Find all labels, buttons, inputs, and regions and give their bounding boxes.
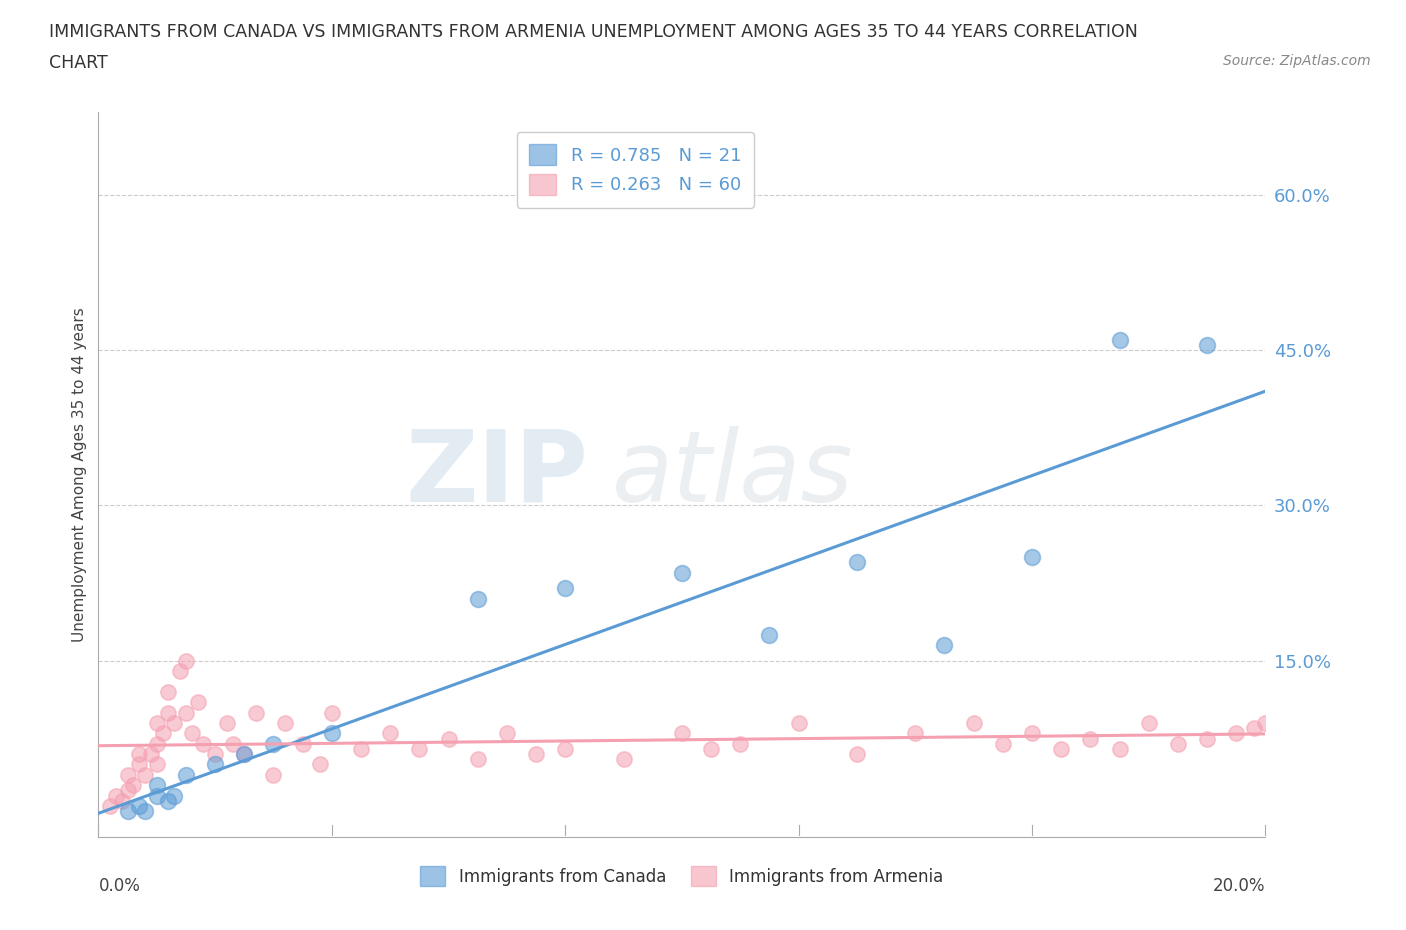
Point xyxy=(524,747,547,762)
Point xyxy=(174,705,197,720)
Point xyxy=(467,751,489,766)
Point xyxy=(1050,741,1073,756)
Point xyxy=(612,751,634,766)
Point xyxy=(1108,741,1130,756)
Point xyxy=(157,793,180,808)
Point xyxy=(274,715,297,730)
Legend: Immigrants from Canada, Immigrants from Armenia: Immigrants from Canada, Immigrants from … xyxy=(412,858,952,894)
Point xyxy=(204,757,226,772)
Point xyxy=(437,731,460,746)
Point xyxy=(180,726,202,741)
Point xyxy=(174,654,197,669)
Point xyxy=(554,581,576,596)
Point xyxy=(904,726,927,741)
Point xyxy=(309,757,332,772)
Point xyxy=(291,737,314,751)
Point xyxy=(187,695,209,710)
Point xyxy=(233,747,256,762)
Point xyxy=(117,804,139,818)
Point xyxy=(215,715,238,730)
Point xyxy=(554,741,576,756)
Point xyxy=(174,767,197,782)
Point xyxy=(117,783,139,798)
Point xyxy=(321,705,343,720)
Point xyxy=(1021,550,1043,565)
Text: Source: ZipAtlas.com: Source: ZipAtlas.com xyxy=(1223,54,1371,68)
Point xyxy=(1225,726,1247,741)
Point xyxy=(233,747,256,762)
Point xyxy=(700,741,723,756)
Text: 0.0%: 0.0% xyxy=(98,877,141,895)
Point xyxy=(846,555,869,570)
Point xyxy=(146,737,169,751)
Point xyxy=(1080,731,1102,746)
Point xyxy=(204,747,226,762)
Point xyxy=(408,741,430,756)
Text: IMMIGRANTS FROM CANADA VS IMMIGRANTS FROM ARMENIA UNEMPLOYMENT AMONG AGES 35 TO : IMMIGRANTS FROM CANADA VS IMMIGRANTS FRO… xyxy=(49,23,1137,41)
Point xyxy=(1254,715,1277,730)
Point xyxy=(245,705,267,720)
Point xyxy=(1137,715,1160,730)
Point xyxy=(1195,338,1218,352)
Point xyxy=(117,767,139,782)
Point xyxy=(193,737,215,751)
Text: ZIP: ZIP xyxy=(406,426,589,523)
Point xyxy=(134,804,156,818)
Point xyxy=(122,777,145,792)
Point xyxy=(1021,726,1043,741)
Point xyxy=(787,715,810,730)
Point xyxy=(991,737,1014,751)
Point xyxy=(146,788,169,803)
Point xyxy=(262,737,284,751)
Point xyxy=(1167,737,1189,751)
Y-axis label: Unemployment Among Ages 35 to 44 years: Unemployment Among Ages 35 to 44 years xyxy=(72,307,87,642)
Point xyxy=(134,767,156,782)
Point xyxy=(152,726,174,741)
Point xyxy=(169,664,191,679)
Point xyxy=(758,628,780,643)
Point xyxy=(111,793,134,808)
Point xyxy=(128,799,150,814)
Point xyxy=(1195,731,1218,746)
Point xyxy=(1108,332,1130,347)
Point xyxy=(496,726,519,741)
Point xyxy=(139,747,162,762)
Point xyxy=(146,757,169,772)
Point xyxy=(671,565,693,580)
Point xyxy=(934,638,956,653)
Point xyxy=(157,684,180,699)
Point xyxy=(163,715,186,730)
Point xyxy=(163,788,186,803)
Text: CHART: CHART xyxy=(49,54,108,72)
Point xyxy=(98,799,121,814)
Point xyxy=(128,757,150,772)
Point xyxy=(157,705,180,720)
Point xyxy=(380,726,402,741)
Text: 20.0%: 20.0% xyxy=(1213,877,1265,895)
Point xyxy=(671,726,693,741)
Point xyxy=(321,726,343,741)
Point xyxy=(467,591,489,606)
Point xyxy=(350,741,373,756)
Point xyxy=(1243,721,1265,736)
Point xyxy=(730,737,752,751)
Text: atlas: atlas xyxy=(612,426,853,523)
Point xyxy=(104,788,127,803)
Point xyxy=(221,737,243,751)
Point xyxy=(146,777,169,792)
Point xyxy=(846,747,869,762)
Point xyxy=(128,747,150,762)
Point xyxy=(146,715,169,730)
Point xyxy=(962,715,984,730)
Point xyxy=(262,767,284,782)
